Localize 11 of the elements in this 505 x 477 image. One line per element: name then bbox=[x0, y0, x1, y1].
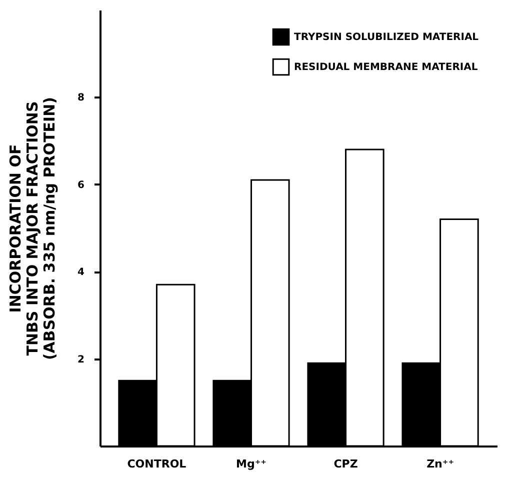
legend-label: TRYPSIN SOLUBILIZED MATERIAL bbox=[294, 32, 480, 43]
y-tick-label: 4 bbox=[78, 267, 85, 278]
x-tick-label: CPZ bbox=[334, 458, 358, 470]
y-tick-label: 6 bbox=[78, 180, 85, 191]
x-tick-label: CONTROL bbox=[127, 458, 186, 470]
x-tick-label: Zn⁺⁺ bbox=[426, 458, 454, 470]
y-tick-label: 8 bbox=[78, 92, 85, 104]
legend-label: RESIDUAL MEMBRANE MATERIAL bbox=[294, 62, 478, 73]
y-tick-label: 2 bbox=[78, 354, 85, 366]
y-axis-title: INCORPORATION OF TNBS INTO MAJOR FRACTIONS (ABSORB. 335 nm/ng PROTEIN) bbox=[6, 96, 59, 360]
x-tick-label: Mg⁺⁺ bbox=[236, 458, 267, 470]
